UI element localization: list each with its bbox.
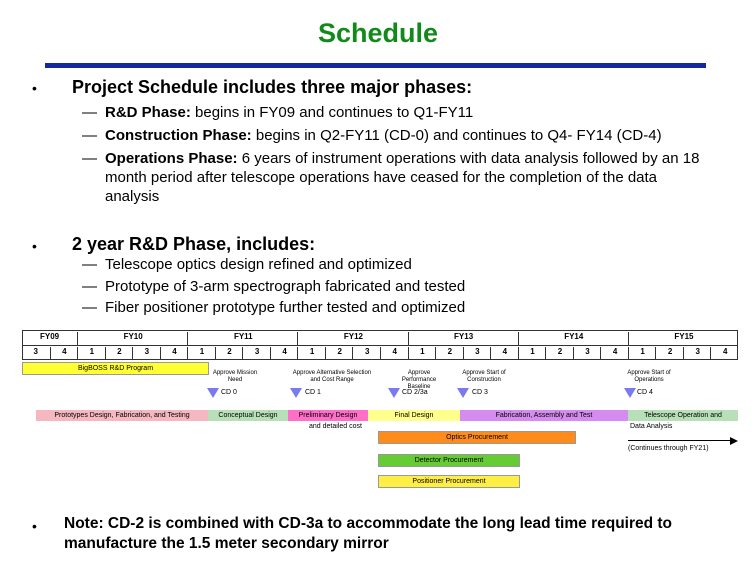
- milestone-cd: CD 4: [637, 389, 653, 396]
- quarter-label: 1: [297, 347, 326, 359]
- fiscal-year-label: FY13: [407, 332, 519, 345]
- phase-bar-conceptual: Conceptual Design: [208, 410, 288, 421]
- quarter-label: 2: [104, 347, 134, 359]
- quarter-label: 3: [33, 347, 38, 356]
- milestone-triangle-icon: [290, 388, 302, 398]
- fiscal-year-label: FY15: [627, 332, 739, 345]
- dash-mark: —: [82, 150, 97, 167]
- dash-mark: —: [82, 104, 97, 121]
- dash-mark: —: [82, 127, 97, 144]
- fiscal-year-label: FY09: [39, 332, 60, 341]
- quarter-label: 3: [462, 347, 492, 359]
- procurement-positioner: Positioner Procurement: [378, 475, 520, 488]
- quarter-label: 1: [627, 347, 657, 359]
- quarter-label: 4: [269, 347, 299, 359]
- phase-bar-fabrication: Fabrication, Assembly and Test: [460, 410, 628, 421]
- detailed-cost-note: and detailed cost: [309, 423, 362, 430]
- quarter-label: 1: [77, 347, 106, 359]
- quarter-label: 3: [352, 347, 381, 359]
- phase-bar-preliminary: Preliminary Design: [288, 410, 368, 421]
- milestone-cd: CD 3: [472, 389, 488, 396]
- procurement-optics: Optics Procurement: [378, 431, 576, 444]
- milestone-triangle-icon: [207, 388, 219, 398]
- quarter-label: 2: [435, 347, 464, 359]
- quarter-label: 2: [545, 347, 574, 359]
- quarter-label: 1: [517, 347, 547, 359]
- quarter-label: 2: [655, 347, 684, 359]
- title-divider: [45, 63, 706, 68]
- quarter-label: 2: [214, 347, 244, 359]
- quarter-label: 4: [600, 347, 629, 359]
- continues-note: (Continues through FY21): [628, 445, 709, 452]
- procurement-detector: Detector Procurement: [378, 454, 520, 467]
- rnd-program-bar: BigBOSS R&D Program: [22, 362, 209, 375]
- quarter-label: 3: [572, 347, 602, 359]
- fiscal-year-label: FY10: [77, 332, 188, 345]
- bullet-marker: •: [32, 80, 37, 96]
- quarter-label: 4: [159, 347, 189, 359]
- quarter-label: 1: [407, 347, 437, 359]
- quarter-label: 4: [380, 347, 409, 359]
- milestone-cd: CD 1: [305, 389, 321, 396]
- quarter-label: 2: [324, 347, 354, 359]
- milestone-label: Approve Start of Construction: [462, 370, 506, 383]
- milestone-label: Approve Mission Need: [212, 370, 258, 383]
- phase-bar-final: Final Design: [368, 410, 460, 421]
- phase-bar-operations: Telescope Operation and: [628, 410, 738, 421]
- page-title: Schedule: [317, 18, 439, 48]
- milestone-cd: CD 0: [221, 389, 237, 396]
- quarter-label: 1: [187, 347, 216, 359]
- fiscal-year-label: FY12: [297, 332, 408, 345]
- milestone-triangle-icon: [624, 388, 636, 398]
- arrow-head-icon: [730, 437, 738, 445]
- phase-bar-prototypes: Prototypes Design, Fabrication, and Test…: [36, 410, 208, 421]
- quarter-label: 4: [49, 347, 79, 359]
- milestone-triangle-icon: [388, 388, 400, 398]
- milestone-triangle-icon: [457, 388, 469, 398]
- milestone-cd: CD 2/3a: [402, 389, 428, 396]
- bullet-marker: •: [32, 238, 37, 254]
- bullet-rnd: 2 year R&D Phase, includes:: [72, 234, 316, 254]
- milestone-label: Approve Performance Baseline: [401, 370, 437, 390]
- fiscal-year-label: FY14: [517, 332, 629, 345]
- bullet-marker: •: [32, 518, 37, 534]
- bullet-note: Note: CD-2 is combined with CD-3a to acc…: [64, 515, 673, 552]
- continuation-arrow: [628, 440, 732, 441]
- quarter-label: 4: [490, 347, 519, 359]
- data-analysis-note: Data Analysis: [630, 423, 673, 430]
- milestone-label: Approve Start of Operations: [627, 370, 671, 383]
- milestone-label: Approve Alternative Selection and Cost R…: [292, 370, 372, 383]
- quarter-label: 3: [682, 347, 712, 359]
- quarter-label: 3: [242, 347, 271, 359]
- bullet-phases: Project Schedule includes three major ph…: [72, 77, 473, 97]
- quarter-label: 3: [132, 347, 161, 359]
- fiscal-year-label: FY11: [187, 332, 298, 345]
- quarter-label: 4: [710, 347, 739, 359]
